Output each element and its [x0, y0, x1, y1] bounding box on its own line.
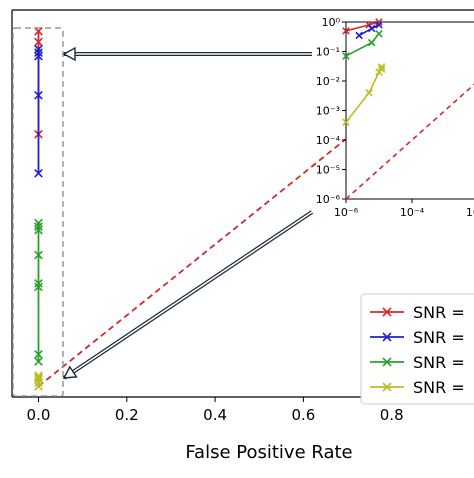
series-point-2: [34, 279, 43, 288]
series-point-3: [34, 381, 43, 391]
series-point-2: [34, 357, 43, 366]
series-point-2: [34, 350, 43, 359]
legend-label-0: SNR =: [413, 303, 465, 322]
x-tick-label: 0.0: [27, 406, 51, 424]
inset-x-tick-label: 10⁻⁶: [334, 206, 359, 219]
series-point-3: [34, 374, 43, 384]
zoom-region-box: [12, 27, 64, 397]
zoom-arrow-bottom-shaft-inner: [63, 211, 313, 379]
zoom-arrow-top-head: [62, 46, 76, 62]
inset-chance-diagonal: [345, 83, 474, 200]
inset-y-tick-label: 10⁰: [322, 16, 341, 29]
legend-marker-3: [382, 382, 392, 392]
legend-marker-0: [382, 307, 392, 317]
series-point-2: [34, 225, 43, 235]
x-tick-label: 0.6: [291, 406, 315, 424]
inset-x-tick-label: 10⁻⁴: [400, 206, 425, 219]
series-point-2: [34, 222, 43, 231]
x-tick-label: 0.8: [380, 406, 404, 424]
series-point-1: [34, 168, 43, 178]
series-point-2: [34, 250, 43, 260]
inset-y-tick-label: 10⁻⁶: [316, 193, 341, 206]
inset-chart-group: 10⁻⁶ 10⁻⁵ 10⁻⁴ 10⁻³ 10⁻² 10⁻¹ 10⁰ 10⁻⁶ 10⁻⁴ 10⁻²: [316, 16, 474, 219]
series-point-2: [34, 282, 43, 292]
inset-series-point-3: [377, 65, 386, 74]
series-point-1: [34, 51, 43, 61]
inset-series-point-1: [367, 24, 376, 33]
series-point-0: [34, 26, 43, 36]
zoom-arrow-top: [62, 46, 312, 62]
inset-series-point-0: [375, 18, 383, 26]
inset-series-point-1: [355, 31, 363, 40]
x-axis-label: False Positive Rate: [185, 442, 352, 463]
inset-series-point-3: [377, 63, 386, 71]
series-point-3: [34, 371, 43, 381]
inset-series-point-2: [367, 38, 376, 47]
series-point-2: [34, 218, 43, 228]
legend-marker-2: [382, 357, 392, 367]
legend-box: [360, 293, 474, 405]
zoom-arrow-bottom: [62, 210, 314, 380]
series-point-1: [34, 48, 43, 57]
series-point-1: [34, 44, 43, 54]
inset-y-tick-label: 10⁻⁴: [316, 134, 341, 147]
main-series-group: [34, 26, 43, 391]
inset-series-point-1: [375, 21, 383, 29]
x-tick-label: 0.4: [203, 406, 227, 424]
inset-series-point-2: [375, 29, 383, 38]
series-point-1: [34, 90, 43, 100]
legend-label-2: SNR =: [413, 353, 465, 372]
inset-y-tick-label: 10⁻²: [316, 75, 340, 88]
inset-series-point-3: [365, 88, 373, 97]
inset-series-point-3: [342, 118, 350, 127]
inset-y-tick-label: 10⁻⁵: [316, 164, 340, 177]
inset-x-tick-label: 10⁻²: [466, 206, 474, 219]
legend-label-3: SNR =: [413, 378, 465, 397]
legend-marker-1: [382, 332, 392, 342]
zoom-arrow-bottom-head: [62, 365, 78, 379]
legend: SNR = SNR = SNR = SNR =: [360, 293, 474, 405]
series-point-3: [34, 373, 43, 382]
inset-series-point-0: [342, 27, 350, 35]
series-point-0: [34, 37, 43, 47]
inset-y-tick-label: 10⁻³: [316, 105, 340, 118]
legend-label-1: SNR =: [413, 328, 465, 347]
inset-series-point-2: [342, 52, 350, 60]
x-tick-label: 0.2: [115, 406, 139, 424]
inset-y-tick-label: 10⁻¹: [316, 46, 340, 59]
inset-background: [346, 22, 474, 199]
